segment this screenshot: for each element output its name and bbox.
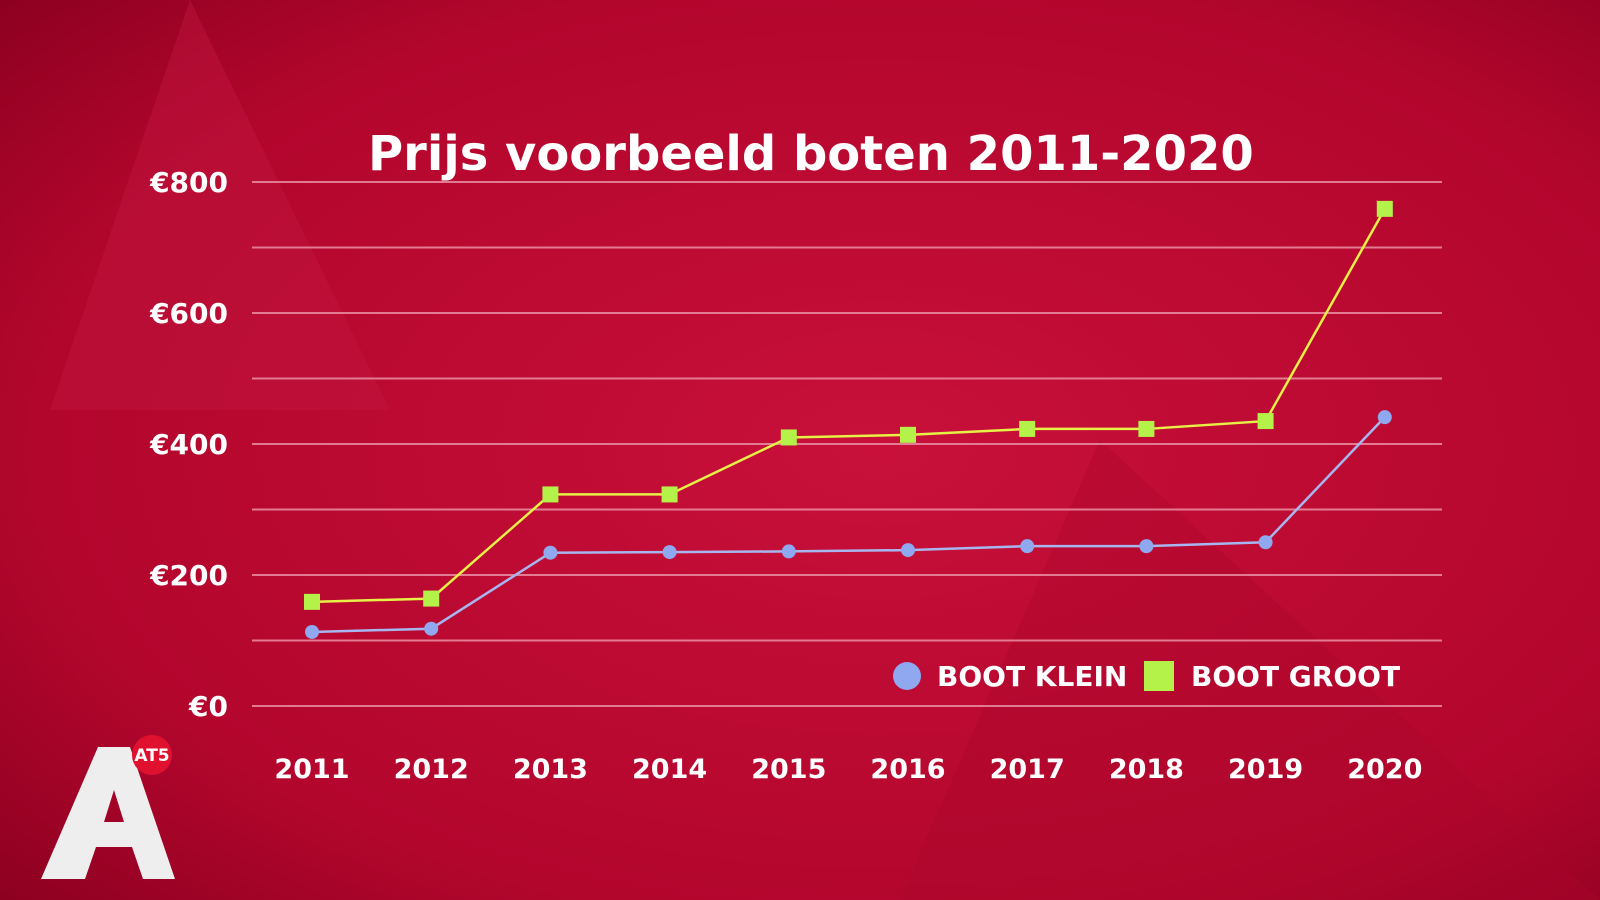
x-tick-label: 2019 [1228,754,1303,785]
logo-badge-text: AT5 [134,746,169,766]
y-tick-label: €800 [149,166,228,199]
series-markers [304,200,1393,639]
data-point [543,545,558,560]
data-point [424,621,439,636]
series-lines [311,208,1386,634]
x-tick-label: 2012 [394,754,469,785]
x-tick-label: 2018 [1109,754,1184,785]
data-point [780,429,797,446]
y-tick-label: €600 [149,297,228,330]
x-tick-label: 2011 [274,754,349,785]
series-line-boot-klein [311,416,1386,634]
data-point [900,426,916,443]
series-line-boot-groot [311,208,1386,604]
x-tick-label: 2013 [513,754,588,785]
x-tick-label: 2017 [990,754,1065,785]
data-point [1377,410,1392,425]
legend-label-boot-groot: BOOT GROOT [1191,660,1400,693]
data-point [305,624,319,639]
x-tick-label: 2016 [870,754,945,785]
legend-marker-boot-groot [1144,661,1174,691]
data-point [1139,539,1154,554]
x-axis: 2011 2012 2013 2014 2015 2016 2017 2018 2019 2020 [274,754,1422,785]
data-point [901,543,915,558]
chart-legend: BOOT KLEIN BOOT GROOT [893,660,1400,693]
x-tick-label: 2020 [1347,754,1422,785]
data-point [1376,200,1393,217]
data-point [662,545,677,560]
logo-letter-a-icon [41,747,175,879]
data-point [1019,420,1036,437]
x-tick-label: 2015 [751,754,826,785]
data-point [661,486,678,503]
data-point [1257,413,1274,430]
y-axis: €0 €200 €400 €600 €800 [149,166,228,723]
gridlines [252,181,1442,707]
y-tick-label: €400 [149,428,228,461]
y-tick-label: €200 [149,559,228,592]
data-point [423,590,440,607]
data-point [542,486,559,503]
x-tick-label: 2014 [632,754,707,785]
background-triangle-decoration [50,0,390,410]
y-tick-label: €0 [188,690,228,723]
at5-logo: AT5 [41,735,175,879]
chart-title: Prijs voorbeeld boten 2011-2020 [368,126,1254,182]
data-point [781,544,796,559]
legend-label-boot-klein: BOOT KLEIN [937,660,1127,693]
legend-marker-boot-klein [893,662,921,690]
logo-badge [132,735,172,775]
background-shape-decoration [900,440,1600,900]
data-point [1258,535,1273,550]
data-point [304,593,320,610]
data-point [1020,539,1035,554]
data-point [1138,420,1155,437]
